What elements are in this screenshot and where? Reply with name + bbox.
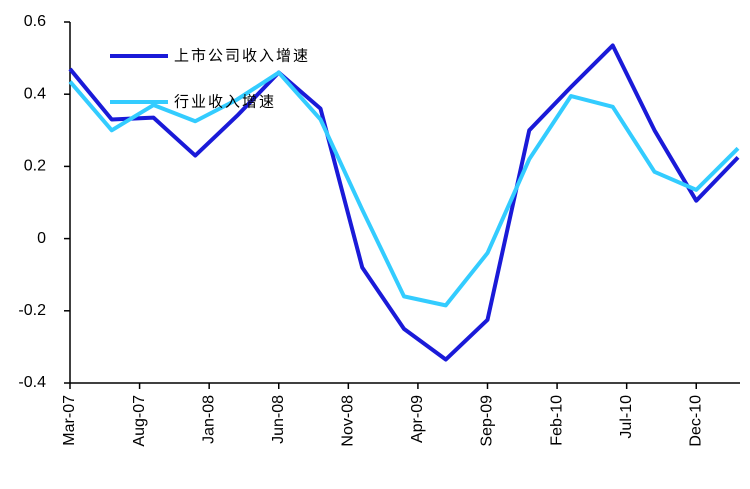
- x-tick-label: Nov-08: [340, 395, 357, 447]
- x-tick-label: Jul-10: [618, 395, 635, 439]
- y-tick-label: -0.2: [18, 302, 46, 319]
- x-tick-label: Sep-09: [479, 395, 496, 447]
- x-tick-label: Dec-10: [687, 395, 704, 447]
- line-series: [68, 70, 740, 308]
- y-tick-label: 0.6: [24, 13, 46, 30]
- y-tick-label: 0.4: [24, 85, 46, 102]
- x-tick-label: Mar-07: [61, 395, 78, 446]
- x-tick-label: Jan-08: [200, 395, 217, 444]
- x-tick-label: Jun-08: [270, 395, 287, 444]
- legend-label: 上市公司收入增速: [174, 47, 310, 65]
- x-tick-label: Aug-07: [131, 395, 148, 447]
- y-tick-label: 0.2: [24, 158, 46, 175]
- x-tick-label: Feb-10: [548, 395, 565, 446]
- y-tick-label: -0.4: [18, 374, 46, 391]
- legend-label: 行业收入增速: [174, 93, 276, 111]
- y-tick-label: 0: [37, 230, 46, 247]
- x-tick-label: Apr-09: [409, 395, 426, 443]
- line-series: [68, 43, 740, 362]
